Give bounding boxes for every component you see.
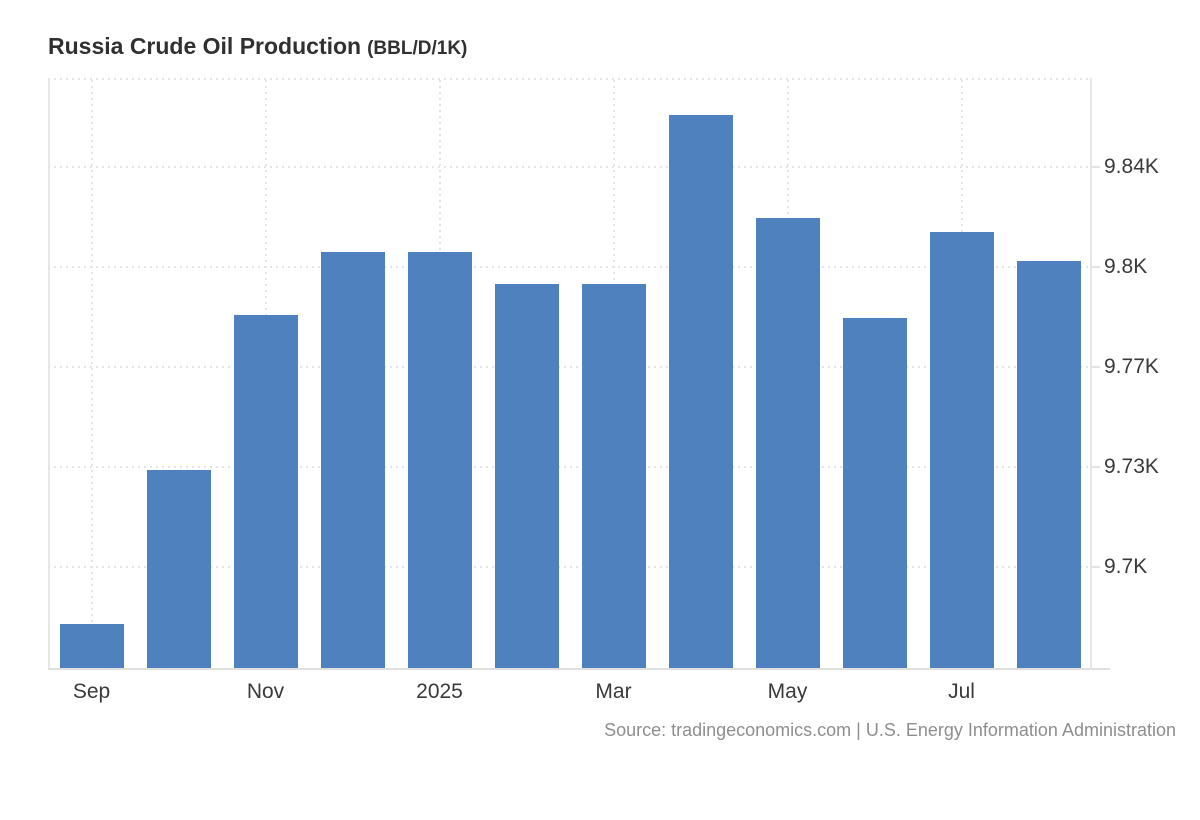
y-tick-label: 9.73K <box>1104 454 1159 478</box>
x-tick-label: 2025 <box>416 680 463 703</box>
y-axis-tick-mark <box>1090 265 1100 268</box>
dotted-gridline-horizontal <box>48 365 1092 368</box>
y-axis-tick-mark <box>1090 465 1100 468</box>
dotted-gridline-vertical <box>90 80 93 668</box>
dotted-gridline-horizontal <box>48 566 1092 569</box>
x-axis-baseline <box>48 668 1110 670</box>
y-axis-tick-mark <box>1090 566 1100 569</box>
bar[interactable] <box>930 232 994 668</box>
chart-title-text: Russia Crude Oil Production <box>48 33 362 59</box>
plot-right-border <box>1090 78 1092 670</box>
dotted-gridline-horizontal <box>48 465 1092 468</box>
plot-area: 9.84K 9.8K 9.77K 9.73K 9.7K Sep Nov 2025 Mar May… <box>48 78 1159 703</box>
dotted-gridline-horizontal <box>48 165 1092 168</box>
y-tick-label: 9.77K <box>1104 354 1159 378</box>
bar[interactable] <box>1017 261 1081 668</box>
y-tick-label: 9.8K <box>1104 254 1148 278</box>
dotted-gridline-horizontal <box>48 265 1092 268</box>
chart-title-unit: (BBL/D/1K) <box>367 38 468 59</box>
bar[interactable] <box>843 318 907 668</box>
x-tick-label: Mar <box>595 680 632 703</box>
plot-left-border <box>48 78 50 670</box>
bar[interactable] <box>321 252 385 668</box>
x-tick-label: Nov <box>246 680 285 703</box>
y-tick-label: 9.7K <box>1104 555 1148 579</box>
bar[interactable] <box>60 624 124 668</box>
x-tick-label: Jul <box>948 680 975 703</box>
bar[interactable] <box>147 470 211 668</box>
y-tick-label: 9.84K <box>1104 154 1159 178</box>
plot-top-dotted-border <box>48 78 1092 80</box>
y-axis-tick-mark <box>1090 165 1100 168</box>
bar[interactable] <box>582 284 646 668</box>
x-tick-label: May <box>767 680 808 703</box>
bar[interactable] <box>669 115 733 668</box>
y-axis-tick-mark <box>1090 365 1100 368</box>
bar[interactable] <box>495 284 559 668</box>
bar[interactable] <box>234 315 298 668</box>
bar[interactable] <box>408 252 472 668</box>
x-tick-label: Sep <box>72 680 111 703</box>
chart-title: Russia Crude Oil Production (BBL/D/1K) <box>48 32 467 64</box>
bar[interactable] <box>756 218 820 668</box>
source-attribution: Source: tradingeconomics.com | U.S. Ener… <box>604 720 1176 740</box>
